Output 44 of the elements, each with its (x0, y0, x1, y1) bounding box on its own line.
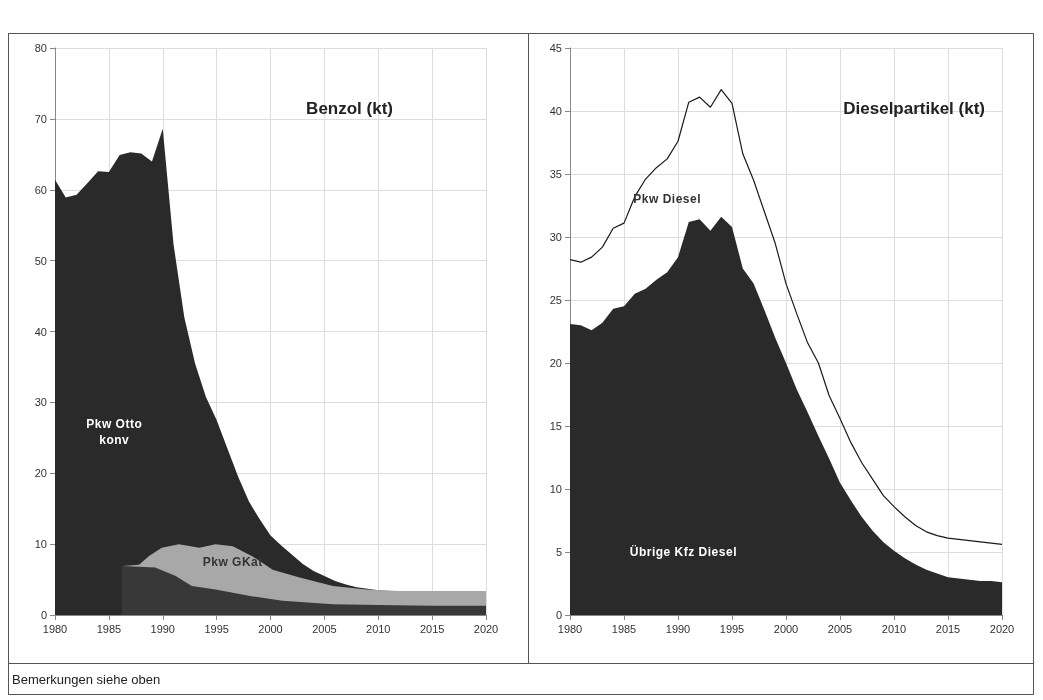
y-tick-label: 40 (34, 325, 47, 338)
y-tick-label: 10 (34, 538, 47, 551)
x-tick-label: 2020 (989, 622, 1015, 635)
y-tick-label: 30 (34, 396, 47, 409)
text: Bemerkungen siehe oben (8, 663, 1034, 695)
text: Benzol (kt) (306, 99, 394, 118)
x-tick-label: 2015 (935, 622, 961, 635)
x-tick-label: 2015 (419, 622, 445, 635)
x-tick-label: 1985 (96, 622, 122, 635)
y-tick-label: 50 (34, 254, 47, 267)
line-series (569, 88, 1003, 546)
x-tick-label: 1980 (557, 622, 583, 635)
x-tick-label: 1990 (665, 622, 691, 635)
x-tick-label: 1980 (42, 622, 68, 635)
x-tick-label: 1995 (204, 622, 229, 635)
y-tick-label: 60 (34, 183, 47, 196)
y-tick-label: 5 (555, 546, 562, 558)
x-tick-label: 2020 (473, 622, 499, 635)
x-tick-label: 1990 (150, 622, 175, 635)
y-tick-label: 15 (549, 420, 562, 432)
x-tick-label: 2000 (773, 622, 799, 635)
y-tick-label: 10 (549, 483, 562, 495)
x-tick-label: 2000 (258, 622, 283, 635)
x-tick-label: 2010 (366, 622, 391, 635)
y-tick-label: 0 (555, 609, 562, 621)
y-tick-label: 20 (34, 467, 47, 480)
series-label: Übrige Kfz Diesel (628, 544, 738, 560)
y-tick-label: 20 (549, 357, 562, 369)
y-tick-label: 35 (549, 168, 562, 180)
x-tick-label: 2005 (827, 622, 853, 635)
y-tick-label: 30 (549, 231, 562, 243)
text: Dieselpartikel (kt) (843, 99, 986, 118)
x-tick-label: 1985 (611, 622, 637, 635)
y-tick-label: 80 (34, 42, 47, 54)
series-label: Pkw Diesel (632, 191, 703, 208)
y-tick-label: 25 (549, 294, 562, 306)
x-tick-label: 2010 (881, 622, 907, 635)
y-tick-label: 70 (34, 112, 47, 125)
y-tick-label: 45 (549, 42, 562, 54)
x-tick-label: 2005 (312, 622, 337, 635)
x-tick-label: 1995 (719, 622, 745, 635)
y-tick-label: 40 (549, 105, 562, 117)
y-tick-label: 0 (40, 609, 47, 621)
series-label: Pkw Otto konv (85, 415, 144, 448)
